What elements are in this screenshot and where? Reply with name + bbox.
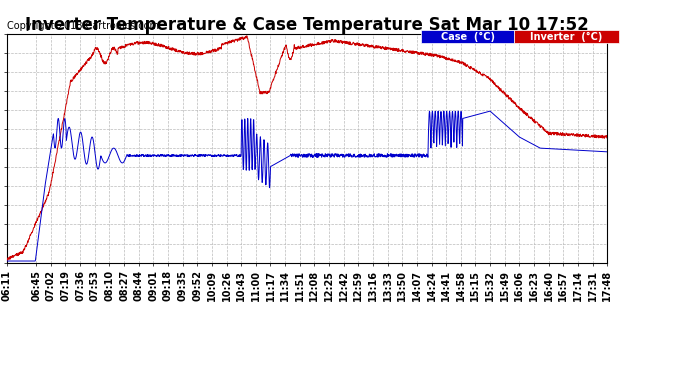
Text: Copyright 2018 Cartronics.com: Copyright 2018 Cartronics.com (7, 21, 159, 32)
Text: Case  (°C): Case (°C) (441, 32, 495, 42)
Text: Inverter  (°C): Inverter (°C) (531, 32, 603, 42)
FancyBboxPatch shape (421, 30, 514, 43)
FancyBboxPatch shape (514, 30, 619, 43)
Title: Inverter Temperature & Case Temperature Sat Mar 10 17:52: Inverter Temperature & Case Temperature … (25, 16, 589, 34)
